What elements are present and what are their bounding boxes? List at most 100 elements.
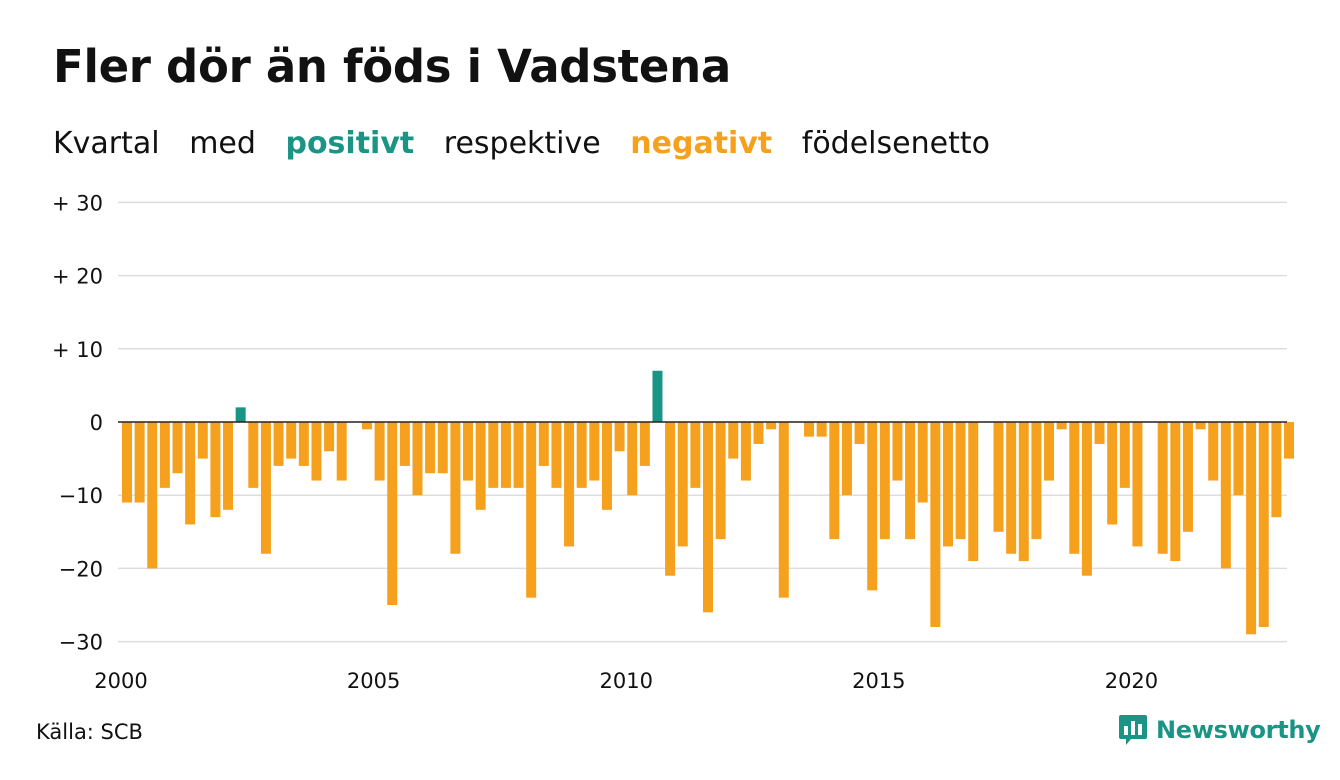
subtitle-positive-word: positivt <box>285 126 415 161</box>
bar <box>172 422 183 474</box>
bar <box>463 422 474 481</box>
bar <box>993 422 1004 532</box>
bar <box>1182 422 1193 532</box>
bar <box>500 422 511 488</box>
bar <box>286 422 297 459</box>
bar <box>147 422 158 569</box>
subtitle-prefix: Kvartal <box>53 126 160 161</box>
bar <box>804 422 815 437</box>
bar <box>437 422 448 474</box>
bars <box>122 370 1294 635</box>
brand-logo: Newsworthy <box>1118 714 1321 746</box>
bar <box>715 422 726 540</box>
bar <box>564 422 575 547</box>
bar <box>917 422 928 503</box>
bar <box>867 422 878 591</box>
bar <box>336 422 347 481</box>
bar <box>1119 422 1130 488</box>
bar-chart: + 30+ 20+ 100−10−20−30 2000 2005 2010 2015 2… <box>52 191 1294 693</box>
bar <box>324 422 335 452</box>
bar <box>425 422 436 474</box>
y-tick-label: −20 <box>59 557 103 581</box>
bar <box>1246 422 1257 635</box>
bar <box>551 422 562 488</box>
bar <box>1107 422 1118 525</box>
bar <box>753 422 764 444</box>
bar <box>298 422 309 466</box>
subtitle-middle-word: respektive <box>443 126 601 161</box>
bar <box>1220 422 1231 569</box>
bar <box>374 422 385 481</box>
bar <box>1031 422 1042 540</box>
bar <box>1195 422 1206 430</box>
chart-subtitle: Kvartal med positivt respektive negativt… <box>53 126 1010 161</box>
bar <box>1132 422 1143 547</box>
bar <box>652 370 663 422</box>
bar <box>879 422 890 540</box>
bar <box>677 422 688 547</box>
bar <box>1208 422 1219 481</box>
x-tick-label: 2010 <box>599 669 652 693</box>
bar <box>589 422 600 481</box>
x-tick-label: 2015 <box>852 669 905 693</box>
bar <box>955 422 966 540</box>
bar <box>210 422 221 518</box>
bar <box>892 422 903 481</box>
x-tick-labels: 2000 2005 2010 2015 2020 <box>94 669 1158 693</box>
bar <box>639 422 650 466</box>
bar <box>1069 422 1080 554</box>
bar <box>854 422 865 444</box>
bar <box>942 422 953 547</box>
x-tick-label: 2005 <box>347 669 400 693</box>
x-tick-label: 2020 <box>1105 669 1158 693</box>
bar <box>1018 422 1029 562</box>
y-tick-label: + 20 <box>52 265 103 289</box>
bar <box>260 422 271 554</box>
bar <box>185 422 196 525</box>
bar <box>665 422 676 576</box>
bar <box>905 422 916 540</box>
subtitle-negative-word: negativt <box>630 126 773 161</box>
bar <box>766 422 777 430</box>
y-tick-labels: + 30 + 20 + 10 0 −10 −20 −30 <box>52 191 103 654</box>
bar <box>1233 422 1244 496</box>
bar <box>1006 422 1017 554</box>
bar <box>778 422 789 598</box>
bar <box>627 422 638 496</box>
bar <box>450 422 461 554</box>
bar <box>1271 422 1282 518</box>
bar <box>273 422 284 466</box>
bar <box>1081 422 1092 576</box>
bar <box>311 422 322 481</box>
bar <box>1094 422 1105 444</box>
bar <box>930 422 941 627</box>
subtitle-suffix: födelsenetto <box>801 126 990 161</box>
bar <box>538 422 549 466</box>
bar <box>816 422 827 437</box>
bar <box>412 422 423 496</box>
bar <box>513 422 524 488</box>
y-tick-label: + 30 <box>52 191 103 215</box>
bar <box>122 422 132 503</box>
bar <box>841 422 852 496</box>
bar <box>829 422 840 540</box>
bar <box>387 422 398 605</box>
bar <box>1170 422 1181 562</box>
brand-name: Newsworthy <box>1156 716 1321 744</box>
bar <box>475 422 486 510</box>
y-tick-label: −30 <box>59 631 103 655</box>
bar <box>1284 422 1294 459</box>
bar <box>576 422 587 488</box>
bar <box>703 422 713 613</box>
subtitle-word-med: med <box>189 126 256 161</box>
bar <box>1258 422 1269 627</box>
bar <box>1056 422 1067 430</box>
bar <box>223 422 234 510</box>
grid-lines <box>118 201 1287 643</box>
bar <box>968 422 979 562</box>
bar <box>690 422 701 488</box>
y-tick-label: −10 <box>59 484 103 508</box>
y-tick-label: + 10 <box>52 338 103 362</box>
bar <box>399 422 410 466</box>
y-tick-label: 0 <box>90 411 103 435</box>
